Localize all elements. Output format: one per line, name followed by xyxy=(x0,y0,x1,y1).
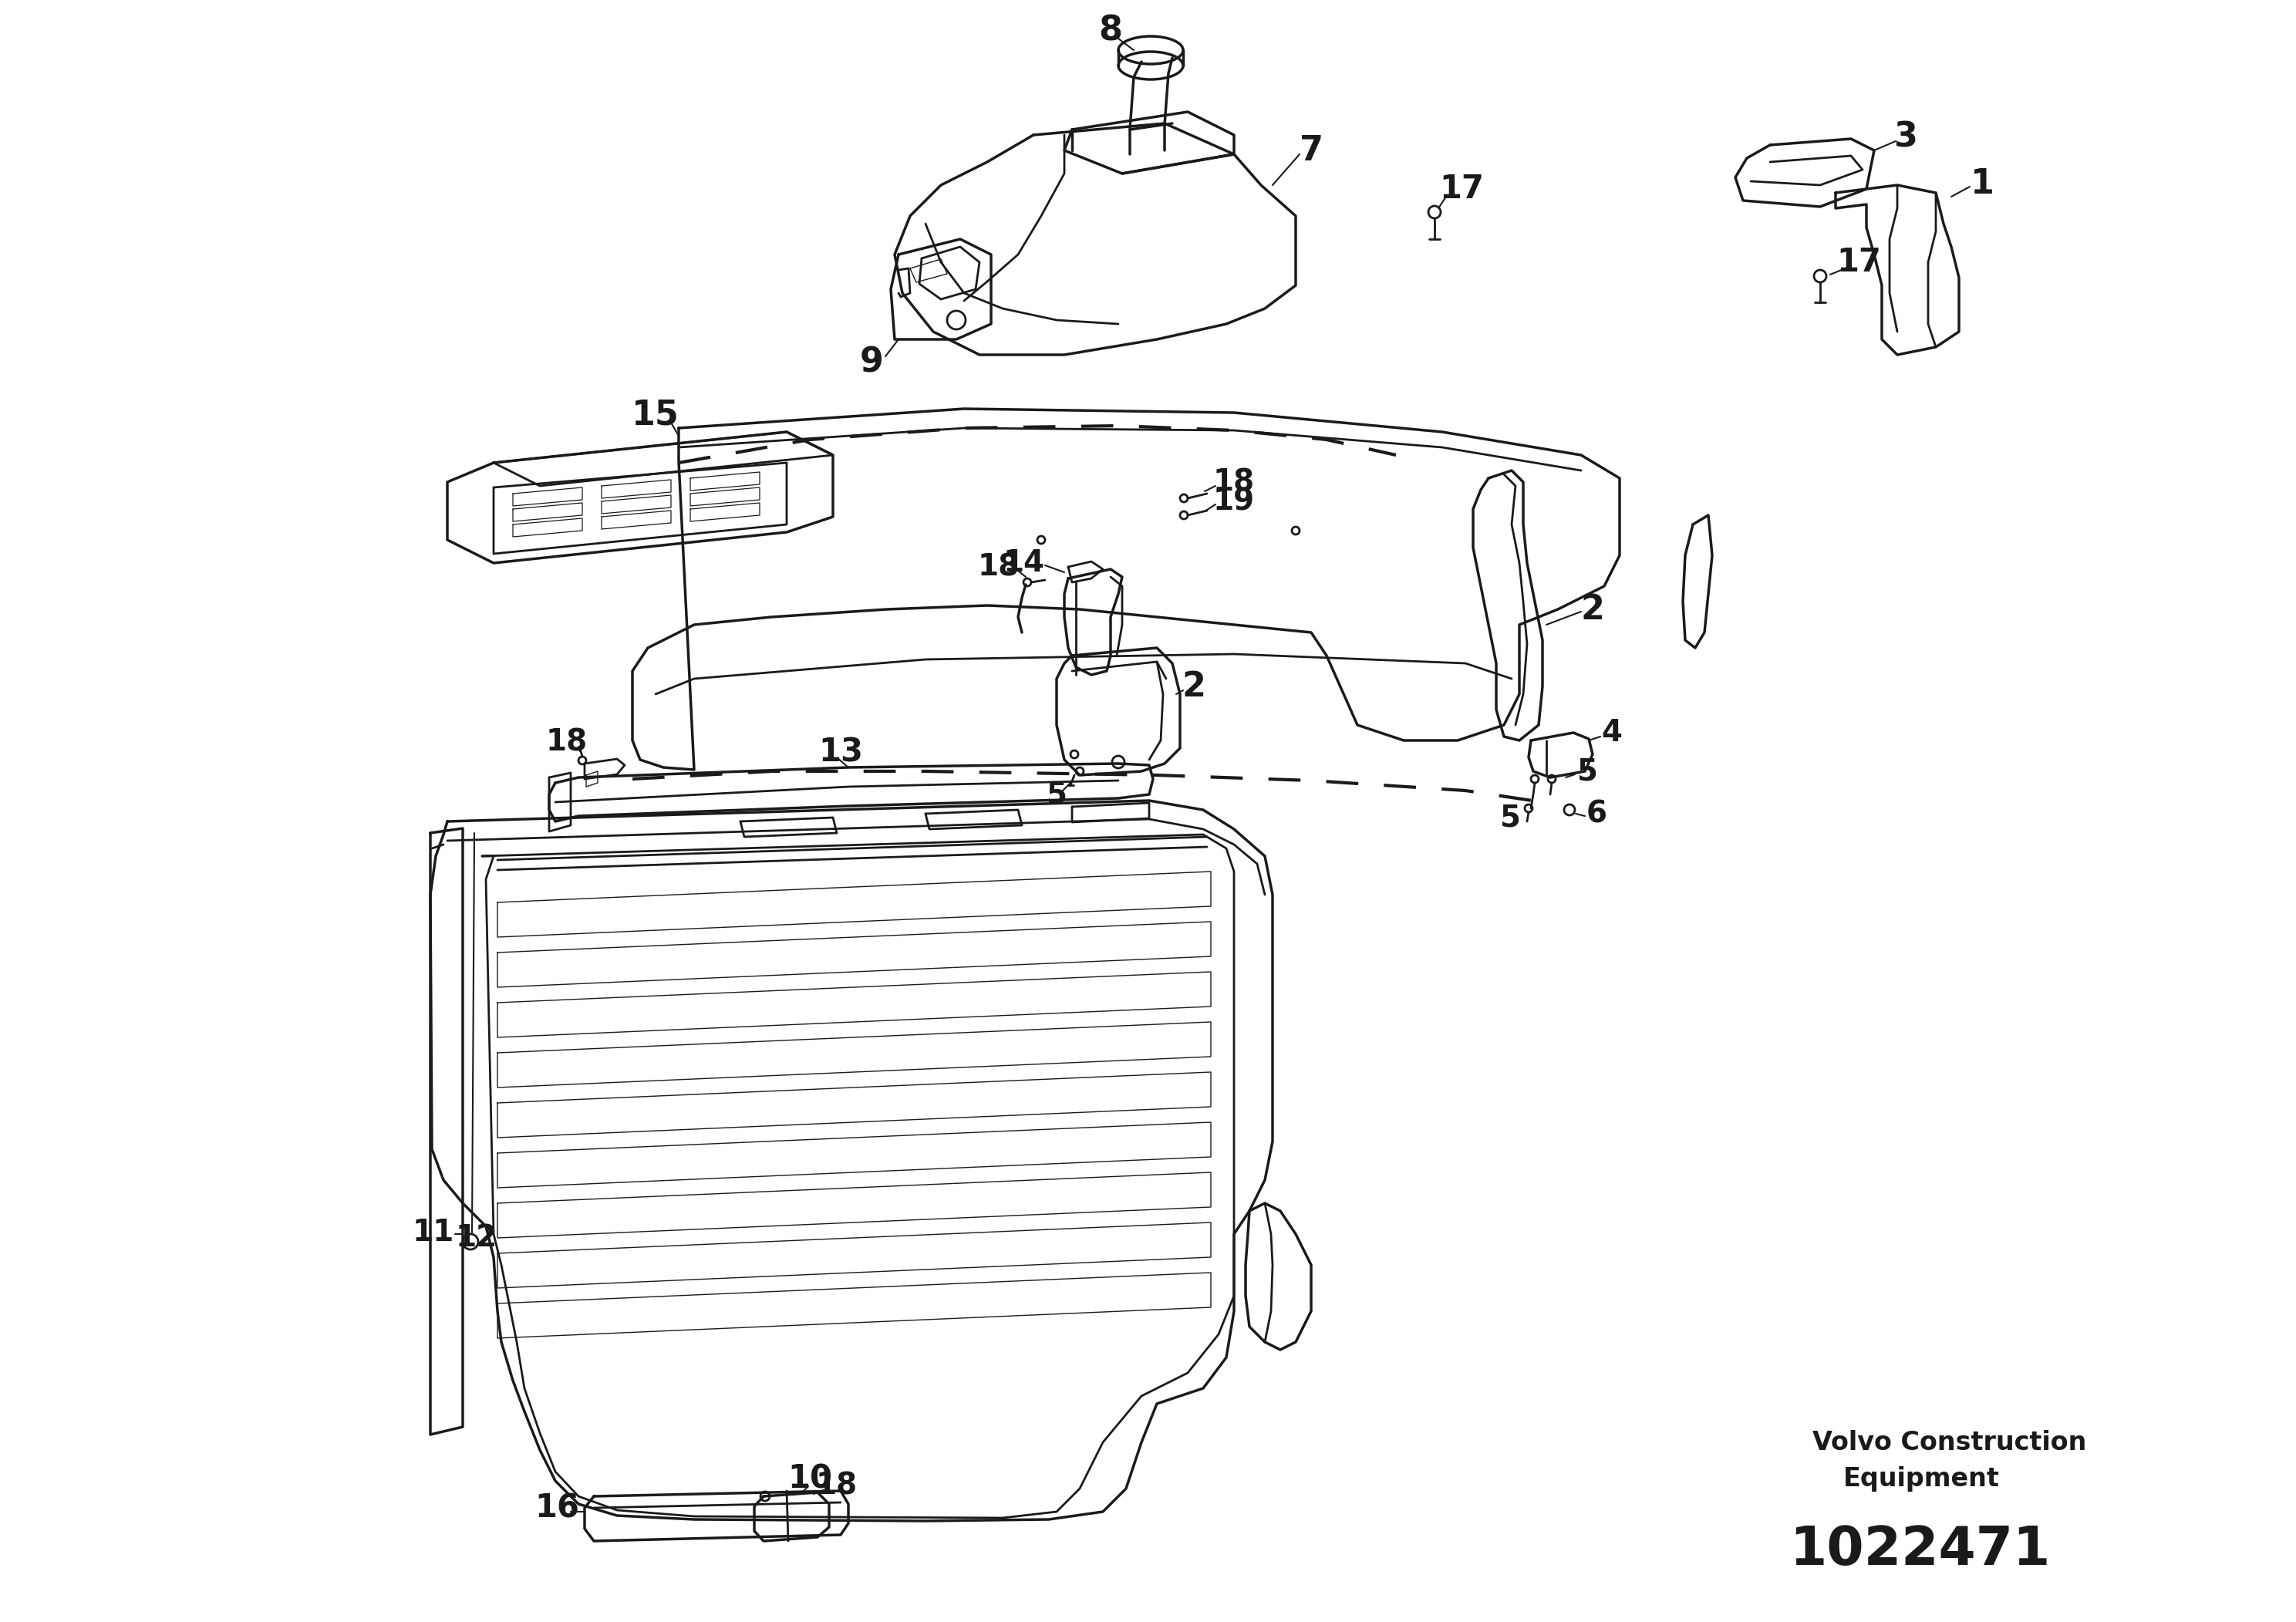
Text: Equipment: Equipment xyxy=(1844,1466,2000,1492)
Text: 14: 14 xyxy=(1003,548,1045,577)
Text: 5: 5 xyxy=(1577,756,1598,787)
Text: 2: 2 xyxy=(1182,670,1205,702)
Text: 16: 16 xyxy=(535,1492,579,1525)
Text: 5: 5 xyxy=(1499,803,1520,832)
Text: 19: 19 xyxy=(1212,487,1256,516)
Text: 18: 18 xyxy=(978,551,1019,582)
Text: 3: 3 xyxy=(1894,120,1917,154)
Text: 5: 5 xyxy=(1047,780,1068,809)
Text: 10: 10 xyxy=(788,1463,831,1495)
Text: 18: 18 xyxy=(1212,467,1256,496)
Text: 13: 13 xyxy=(817,736,863,769)
Text: 18: 18 xyxy=(546,727,588,756)
Text: 7: 7 xyxy=(1300,135,1322,167)
Text: 6: 6 xyxy=(1587,800,1607,829)
Text: 17: 17 xyxy=(1440,174,1483,204)
Text: 1022471: 1022471 xyxy=(1789,1525,2050,1577)
Text: 18: 18 xyxy=(815,1471,859,1500)
Text: 8: 8 xyxy=(1100,15,1123,47)
Text: 11: 11 xyxy=(413,1218,455,1247)
Text: 4: 4 xyxy=(1603,719,1623,748)
Text: 15: 15 xyxy=(631,399,680,431)
Text: 17: 17 xyxy=(1837,247,1880,279)
Text: 1: 1 xyxy=(1970,167,1993,200)
Text: Volvo Construction: Volvo Construction xyxy=(1812,1429,2087,1455)
Text: 9: 9 xyxy=(859,345,884,380)
Text: 2: 2 xyxy=(1580,592,1605,626)
Text: 12: 12 xyxy=(455,1223,498,1252)
